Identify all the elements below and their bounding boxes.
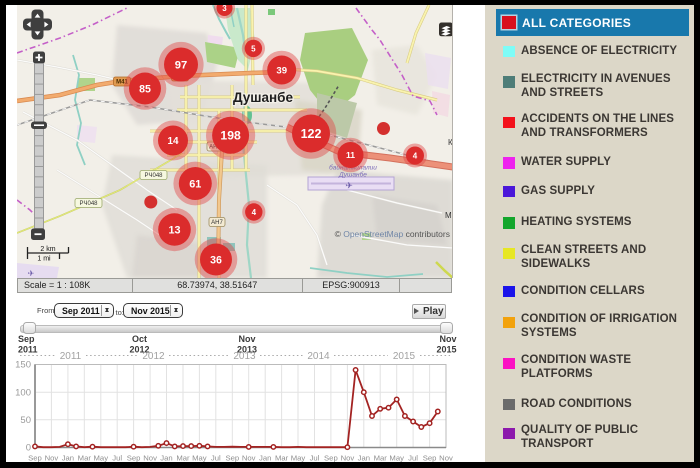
svg-text:Sep: Sep xyxy=(423,454,437,463)
svg-text:36: 36 xyxy=(210,254,222,266)
svg-text:Nov: Nov xyxy=(341,454,355,463)
svg-text:150: 150 xyxy=(15,360,31,371)
svg-text:Jan: Jan xyxy=(259,454,271,463)
svg-text:97: 97 xyxy=(175,60,187,72)
svg-text:Mar: Mar xyxy=(275,454,289,463)
svg-text:39: 39 xyxy=(276,65,287,76)
svg-text:Душанбе: Душанбе xyxy=(233,90,294,105)
svg-text:5: 5 xyxy=(251,44,256,53)
svg-text:May: May xyxy=(192,454,207,463)
svg-text:Mar: Mar xyxy=(374,454,388,463)
svg-text:Sep: Sep xyxy=(28,454,42,463)
svg-text:14: 14 xyxy=(168,136,179,147)
svg-text:13: 13 xyxy=(168,224,180,236)
svg-text:Nov: Nov xyxy=(45,454,59,463)
svg-text:1 mi: 1 mi xyxy=(37,256,51,263)
svg-text:4: 4 xyxy=(413,151,418,160)
svg-text:© OpenStreetMap contributors: © OpenStreetMap contributors xyxy=(335,229,450,239)
svg-text:2012: 2012 xyxy=(142,351,165,362)
svg-text:85: 85 xyxy=(139,83,151,95)
svg-text:К: К xyxy=(448,138,453,147)
svg-text:Nov: Nov xyxy=(143,454,157,463)
svg-text:2012: 2012 xyxy=(129,345,149,355)
svg-text:М: М xyxy=(445,211,452,220)
svg-text:2015: 2015 xyxy=(393,351,416,362)
svg-text:Jan: Jan xyxy=(358,454,370,463)
svg-text:Jul: Jul xyxy=(112,454,122,463)
svg-text:Sep: Sep xyxy=(225,454,239,463)
svg-text:Sep: Sep xyxy=(324,454,338,463)
svg-text:2015: 2015 xyxy=(436,345,456,355)
svg-text:61: 61 xyxy=(189,178,201,190)
svg-text:Jan: Jan xyxy=(160,454,172,463)
svg-text:4: 4 xyxy=(252,208,257,217)
svg-text:РЧ048: РЧ048 xyxy=(79,201,98,207)
svg-text:198: 198 xyxy=(220,129,241,143)
svg-text:3: 3 xyxy=(222,5,227,13)
svg-text:2011: 2011 xyxy=(18,345,38,355)
svg-text:Душанбе: Душанбе xyxy=(338,171,367,179)
svg-text:Jul: Jul xyxy=(211,454,221,463)
svg-text:Nov: Nov xyxy=(439,454,453,463)
svg-text:M41: M41 xyxy=(116,80,128,86)
svg-text:2011: 2011 xyxy=(60,351,82,362)
svg-text:May: May xyxy=(291,454,306,463)
svg-text:Oct: Oct xyxy=(132,334,147,344)
svg-text:Jul: Jul xyxy=(408,454,418,463)
svg-text:100: 100 xyxy=(15,387,31,398)
svg-text:✈: ✈ xyxy=(28,269,35,278)
svg-text:2014: 2014 xyxy=(307,351,330,362)
svg-text:0: 0 xyxy=(26,443,31,454)
svg-text:Nov: Nov xyxy=(242,454,256,463)
svg-text:Nov: Nov xyxy=(238,334,255,344)
svg-text:11: 11 xyxy=(346,150,355,160)
svg-text:2013: 2013 xyxy=(237,345,257,355)
svg-text:May: May xyxy=(94,454,109,463)
svg-text:АН7: АН7 xyxy=(211,220,223,226)
svg-text:Nov: Nov xyxy=(439,334,456,344)
svg-text:50: 50 xyxy=(20,415,31,426)
svg-text:Sep: Sep xyxy=(18,334,35,344)
svg-text:May: May xyxy=(389,454,404,463)
svg-text:Jan: Jan xyxy=(62,454,74,463)
svg-text:Sep: Sep xyxy=(127,454,141,463)
svg-text:Mar: Mar xyxy=(176,454,190,463)
svg-text:✈: ✈ xyxy=(345,181,353,191)
svg-text:Jul: Jul xyxy=(310,454,320,463)
svg-text:Mar: Mar xyxy=(78,454,92,463)
svg-text:122: 122 xyxy=(301,127,322,141)
svg-text:РЧ048: РЧ048 xyxy=(144,173,163,179)
svg-text:2013: 2013 xyxy=(233,351,256,362)
svg-text:2 km: 2 km xyxy=(40,246,55,253)
svg-text:АН7: АН7 xyxy=(209,145,221,151)
